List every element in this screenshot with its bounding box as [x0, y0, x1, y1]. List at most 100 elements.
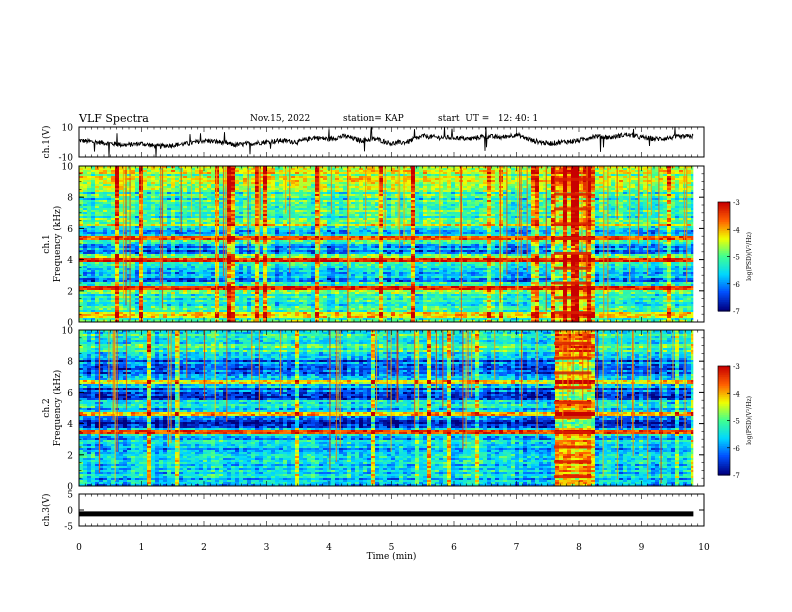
- spectrogram-cell: [163, 202, 167, 204]
- spectrogram-cell: [207, 302, 211, 304]
- spectrogram-cell: [243, 176, 247, 178]
- spectrogram-cell: [263, 272, 267, 274]
- spectrogram-cell: [259, 220, 263, 222]
- spectrogram-cell: [195, 232, 199, 234]
- spectrogram-cell: [275, 254, 279, 256]
- spectrogram-cell: [135, 298, 139, 300]
- spectrogram-cell: [179, 248, 183, 250]
- spectrogram-cell: [151, 214, 155, 216]
- spectrogram-cell: [267, 188, 271, 190]
- spectrogram-cell: [251, 230, 255, 232]
- spectrogram-cell: [251, 292, 255, 294]
- spectrogram-cell: [167, 250, 171, 252]
- spectrogram-cell: [191, 288, 195, 290]
- spectrogram-cell: [191, 168, 195, 170]
- spectrogram-cell: [323, 202, 327, 204]
- spectrogram-cell: [275, 316, 279, 318]
- spectrogram-cell: [279, 216, 283, 218]
- spectrogram-cell: [175, 170, 179, 172]
- spectrogram-cell: [183, 260, 187, 262]
- spectrogram-cell: [191, 272, 195, 274]
- spectrogram-cell: [187, 168, 191, 170]
- spectrogram-cell: [83, 276, 87, 278]
- spectrogram-cell: [287, 262, 291, 264]
- spectrogram-cell: [115, 238, 119, 240]
- spectrogram-cell: [319, 216, 323, 218]
- spectrogram-cell: [227, 214, 231, 216]
- spectrogram-cell: [187, 208, 191, 210]
- spectrogram-cell: [111, 274, 115, 276]
- spectrogram-cell: [99, 220, 103, 222]
- spectrogram-cell: [287, 302, 291, 304]
- spectrogram-cell: [303, 184, 307, 186]
- spectrogram-cell: [191, 250, 195, 252]
- spectrogram-cell: [95, 294, 99, 296]
- spectrogram-cell: [283, 314, 287, 316]
- spectrogram-cell: [315, 286, 319, 288]
- spectrogram-cell: [179, 294, 183, 296]
- spectrogram-cell: [171, 212, 175, 214]
- spectrogram-cell: [287, 274, 291, 276]
- spectrogram-cell: [203, 310, 207, 312]
- spectrogram-cell: [167, 304, 171, 306]
- spectrogram-cell: [151, 296, 155, 298]
- spectrogram-cell: [259, 196, 263, 198]
- spectrogram-cell: [199, 188, 203, 190]
- spectrogram-cell: [255, 296, 259, 298]
- spectrogram-cell: [107, 222, 111, 224]
- spectrogram-cell: [239, 304, 243, 306]
- spectrogram-cell: [235, 236, 239, 238]
- spectrogram-cell: [167, 270, 171, 272]
- spectrogram-cell: [235, 282, 239, 284]
- spectrogram-cell: [171, 214, 175, 216]
- spectrogram-cell: [151, 246, 155, 248]
- spectrogram-cell: [175, 184, 179, 186]
- spectrogram-cell: [195, 304, 199, 306]
- spectrogram-cell: [151, 318, 155, 320]
- spectrogram-cell: [123, 244, 127, 246]
- spectrogram-cell: [163, 190, 167, 192]
- spectrogram-cell: [319, 220, 323, 222]
- spectrogram-cell: [295, 288, 299, 290]
- spectrogram-cell: [247, 208, 251, 210]
- spectrogram-cell: [235, 310, 239, 312]
- spectrogram-cell: [147, 176, 151, 178]
- spectrogram-cell: [139, 246, 143, 248]
- spectrogram-cell: [283, 312, 287, 314]
- spectrogram-cell: [87, 182, 91, 184]
- spectrogram-cell: [291, 260, 295, 262]
- spectrogram-cell: [319, 252, 323, 254]
- spectrogram-cell: [227, 168, 231, 170]
- spectrogram-cell: [299, 264, 303, 266]
- spectrogram-cell: [291, 304, 295, 306]
- spectrogram-cell: [183, 196, 187, 198]
- spectrogram-cell: [107, 212, 111, 214]
- spectrogram-cell: [311, 316, 315, 318]
- spectrogram-cell: [95, 198, 99, 200]
- spectrogram-cell: [227, 202, 231, 204]
- spectrogram-cell: [111, 186, 115, 188]
- spectrogram-cell: [131, 270, 135, 272]
- spectrogram-cell: [311, 286, 315, 288]
- spectrogram-cell: [271, 308, 275, 310]
- spectrogram-cell: [219, 230, 223, 232]
- spectrogram-cell: [187, 270, 191, 272]
- spectrogram-cell: [195, 248, 199, 250]
- spectrogram-cell: [311, 174, 315, 176]
- spectrogram-cell: [119, 316, 123, 318]
- spectrogram-cell: [151, 304, 155, 306]
- spectrogram-cell: [211, 218, 215, 220]
- spectrogram-cell: [195, 176, 199, 178]
- spectrogram-cell: [115, 256, 119, 258]
- spectrogram-cell: [287, 300, 291, 302]
- spectrogram-cell: [143, 214, 147, 216]
- spectrogram-cell: [207, 314, 211, 316]
- spectrogram-cell: [227, 266, 231, 268]
- spectrogram-cell: [219, 208, 223, 210]
- spectrogram-cell: [99, 236, 103, 238]
- spectrogram-cell: [307, 274, 311, 276]
- spectrogram-cell: [171, 244, 175, 246]
- spectrogram-cell: [135, 268, 139, 270]
- spectrogram-cell: [95, 244, 99, 246]
- spectrogram-cell: [175, 314, 179, 316]
